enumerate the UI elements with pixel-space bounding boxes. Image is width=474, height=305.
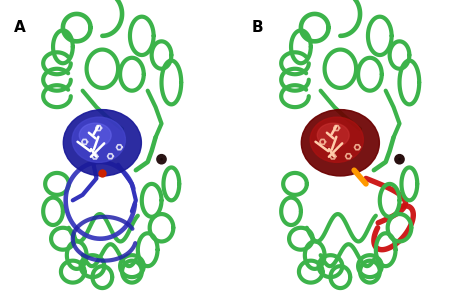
Ellipse shape: [64, 109, 141, 176]
Ellipse shape: [72, 117, 126, 162]
Ellipse shape: [317, 123, 349, 147]
Text: A: A: [14, 20, 25, 35]
Ellipse shape: [79, 123, 111, 147]
Ellipse shape: [301, 109, 379, 176]
Ellipse shape: [310, 117, 364, 162]
Circle shape: [396, 155, 403, 163]
Text: B: B: [252, 20, 263, 35]
Circle shape: [157, 155, 165, 163]
